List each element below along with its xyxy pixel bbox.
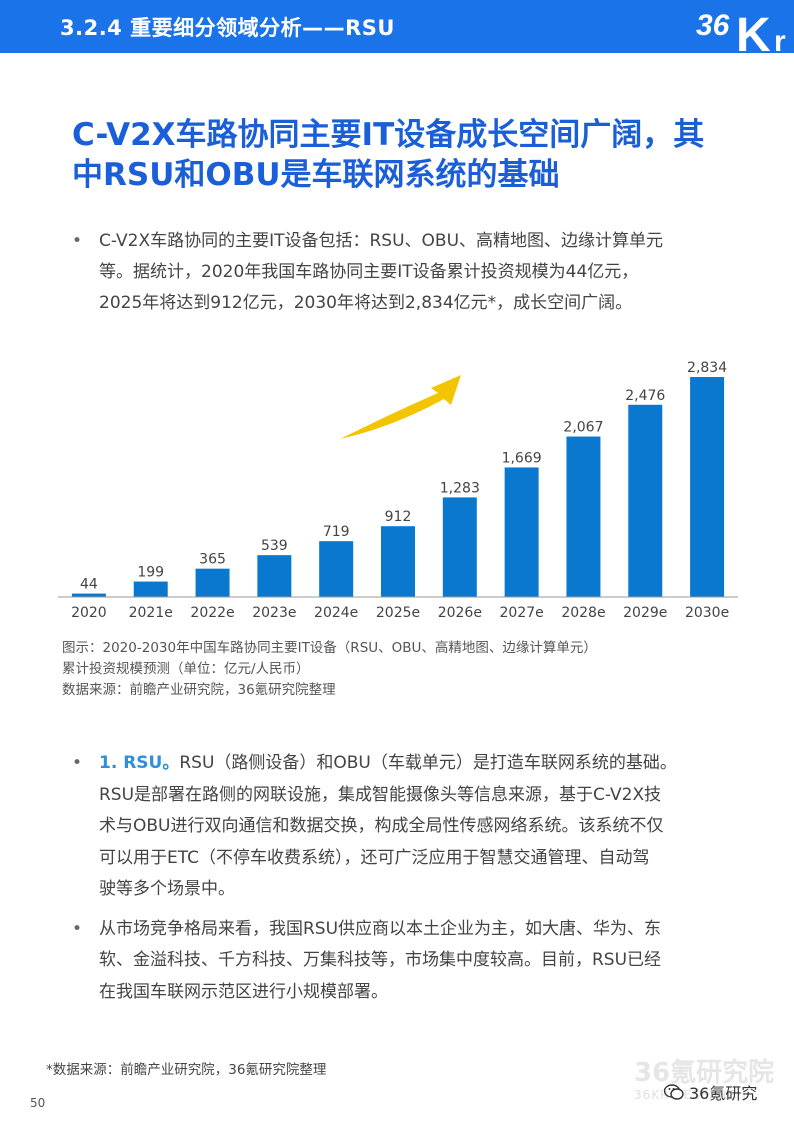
page-number: 50 bbox=[30, 1096, 46, 1110]
rsu-line: 可以用于ETC（不停车收费系统），还可广泛应用于智慧交通管理、自动驾 bbox=[99, 847, 650, 868]
rsu-line: 术与OBU进行双向通信和数据交换，构成全局性传感网络系统。该系统不仅 bbox=[99, 816, 664, 836]
watermark: 36氪研究院 bbox=[634, 1058, 775, 1088]
data-label: 199 bbox=[137, 565, 164, 581]
intro-line: 2025年将达到912亿元，2030年将达到2,834亿元*，成长空间广阔。 bbox=[99, 293, 633, 313]
x-tick-label: 2020 bbox=[71, 605, 107, 621]
headline-line-2: 中RSU和OBU是车联网系统的基础 bbox=[72, 157, 560, 193]
caption-line-2: 累计投资规模预测（单位：亿元/人民币） bbox=[62, 661, 310, 677]
x-tick-label: 2025e bbox=[376, 605, 420, 621]
wechat-label: 36氪研究 bbox=[689, 1084, 758, 1103]
data-label: 44 bbox=[80, 577, 98, 593]
caption-line-1: 图示：2020-2030年中国车路协同主要IT设备（RSU、OBU、高精地图、边… bbox=[62, 640, 597, 656]
rsu-lead: 1. RSU。 bbox=[99, 753, 180, 773]
svg-text:K: K bbox=[736, 9, 771, 53]
x-tick-label: 2026e bbox=[438, 605, 482, 621]
chart-caption: 图示：2020-2030年中国车路协同主要IT设备（RSU、OBU、高精地图、边… bbox=[62, 638, 762, 701]
rsu-line: 驶等多个场景中。 bbox=[99, 879, 235, 899]
rsu-line: RSU是部署在路侧的网联设施，集成智能摄像头等信息来源，基于C-V2X技 bbox=[99, 784, 662, 805]
intro-line: C-V2X车路协同的主要IT设备包括：RSU、OBU、高精地图、边缘计算单元 bbox=[99, 231, 664, 251]
chart-bar bbox=[504, 467, 539, 597]
x-tick-label: 2021e bbox=[129, 605, 173, 621]
chart-bar bbox=[628, 404, 663, 597]
chart-bar bbox=[381, 526, 415, 597]
svg-text:36: 36 bbox=[696, 9, 730, 42]
chart-bar bbox=[442, 497, 477, 597]
intro-bullet: • C-V2X车路协同的主要IT设备包括：RSU、OBU、高精地图、边缘计算单元… bbox=[72, 226, 752, 319]
bullet-dot: • bbox=[72, 918, 83, 939]
data-label: 2,834 bbox=[687, 360, 727, 376]
market-line: 在我国车联网示范区进行小规模部署。 bbox=[99, 981, 388, 1002]
x-tick-label: 2027e bbox=[500, 605, 544, 621]
market-bullet: • 从市场竞争格局来看，我国RSU供应商以本土企业为主，如大唐、华为、东 软、金… bbox=[72, 914, 752, 1009]
x-tick-label: 2024e bbox=[314, 605, 358, 621]
market-line: 从市场竞争格局来看，我国RSU供应商以本土企业为主，如大唐、华为、东 bbox=[99, 918, 662, 939]
rsu-line: 1. RSU。RSU（路侧设备）和OBU（车载单元）是打造车联网系统的基础。 bbox=[99, 748, 752, 780]
chart-bar bbox=[690, 377, 725, 597]
growth-arrow-icon bbox=[340, 375, 461, 439]
36kr-logo: 36 K r bbox=[696, 9, 786, 53]
data-label: 365 bbox=[199, 552, 226, 568]
market-line: 软、金溢科技、千方科技、万集科技等，市场集中度较高。目前，RSU已经 bbox=[99, 950, 662, 970]
page-headline: C-V2X车路协同主要IT设备成长空间广阔，其 中RSU和OBU是车联网系统的基… bbox=[72, 115, 762, 195]
watermark-subtitle: 36KR RESEARCH bbox=[634, 1088, 747, 1102]
bullet-dot: • bbox=[72, 753, 83, 773]
chart-bar bbox=[566, 436, 601, 597]
caption-source: 数据来源：前瞻产业研究院，36氪研究院整理 bbox=[62, 682, 336, 698]
data-label: 719 bbox=[323, 524, 350, 540]
rsu-bullet: • 1. RSU。RSU（路侧设备）和OBU（车载单元）是打造车联网系统的基础。… bbox=[72, 748, 752, 906]
data-label: 2,067 bbox=[563, 420, 603, 436]
x-tick-label: 2028e bbox=[561, 605, 605, 621]
rsu-line-text: RSU（路侧设备）和OBU（车载单元）是打造车联网系统的基础。 bbox=[179, 753, 677, 773]
svg-text:r: r bbox=[774, 25, 786, 53]
x-tick-label: 2030e bbox=[685, 605, 729, 621]
section-title: 3.2.4 重要细分领域分析——RSU bbox=[60, 16, 395, 40]
wechat-badge: 36氪研究 bbox=[664, 1080, 757, 1104]
rsu-section: • 1. RSU。RSU（路侧设备）和OBU（车载单元）是打造车联网系统的基础。… bbox=[72, 748, 752, 1016]
chart-bar bbox=[133, 581, 168, 597]
chart-bar bbox=[195, 568, 230, 597]
header-bar: 3.2.4 重要细分领域分析——RSU 36 K r bbox=[0, 0, 794, 53]
data-label: 1,283 bbox=[440, 480, 480, 496]
bullet-dot: • bbox=[72, 231, 83, 251]
data-label: 1,669 bbox=[502, 450, 542, 466]
x-tick-label: 2023e bbox=[252, 605, 296, 621]
data-label: 539 bbox=[261, 538, 288, 554]
chart-bar bbox=[319, 541, 354, 597]
investment-bar-chart: 44 2020 199 2021e 365 2022e 539 2023e 719 2024e 91… bbox=[58, 360, 738, 621]
x-tick-label: 2029e bbox=[623, 605, 667, 621]
intro-line: 等。据统计，2020年我国车路协同主要IT设备累计投资规模为44亿元， bbox=[99, 262, 639, 282]
intro-bullets: • C-V2X车路协同的主要IT设备包括：RSU、OBU、高精地图、边缘计算单元… bbox=[72, 226, 752, 319]
chart-bar bbox=[71, 593, 106, 597]
wechat-icon bbox=[664, 1084, 684, 1100]
chart-bar bbox=[257, 555, 292, 597]
x-tick-label: 2022e bbox=[190, 605, 234, 621]
data-label: 2,476 bbox=[625, 388, 665, 404]
headline-line-1: C-V2X车路协同主要IT设备成长空间广阔，其 bbox=[72, 117, 705, 153]
footnote: *数据来源：前瞻产业研究院，36氪研究院整理 bbox=[46, 1062, 327, 1078]
data-label: 912 bbox=[385, 509, 412, 525]
